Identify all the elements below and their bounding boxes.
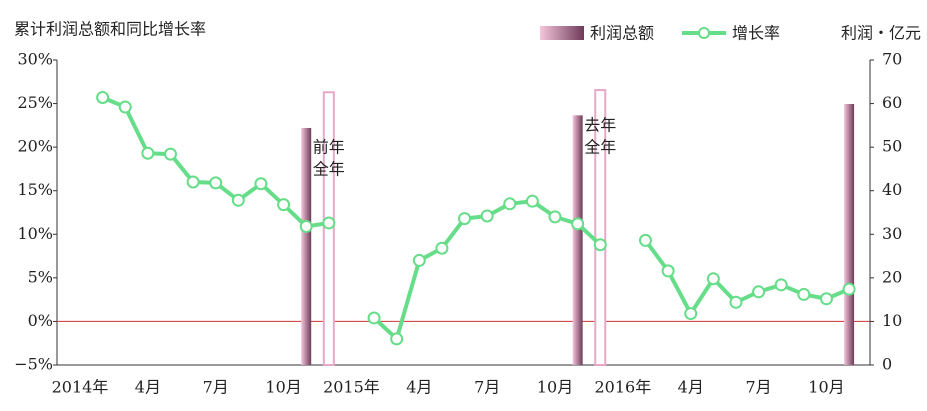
x-tick-label: 2014年 — [52, 378, 109, 397]
annotation: 前年 — [313, 138, 345, 157]
y2-tick-label: 10 — [882, 311, 902, 330]
legend-swatch — [540, 26, 584, 40]
bar — [301, 127, 312, 365]
line-marker — [254, 177, 268, 191]
x-tick-label: 7月 — [203, 378, 229, 397]
y2-tick-label: 40 — [882, 180, 902, 199]
legend-label: 增长率 — [732, 24, 780, 43]
y2-tick-label: 20 — [882, 267, 902, 286]
line-marker — [729, 295, 743, 309]
line-marker — [684, 307, 698, 321]
line-marker — [752, 285, 766, 299]
x-tick-label: 2015年 — [323, 378, 380, 397]
line-marker — [548, 210, 562, 224]
line-marker — [435, 241, 449, 255]
line-marker — [390, 332, 404, 346]
line-marker — [819, 292, 833, 306]
x-tick-label: 4月 — [406, 378, 432, 397]
y-tick-label: 5% — [28, 267, 53, 286]
line-marker — [480, 209, 494, 223]
annotation: 全年 — [313, 160, 345, 179]
x-tick-label: 10月 — [265, 378, 301, 397]
y2-tick-label: 70 — [882, 50, 902, 69]
annotation: 全年 — [584, 138, 616, 157]
line-marker — [277, 198, 291, 212]
line-marker — [593, 238, 607, 252]
line-marker — [141, 146, 155, 160]
hollow-bar — [594, 89, 607, 366]
line-marker — [412, 253, 426, 267]
x-tick-label: 4月 — [135, 378, 161, 397]
bar — [572, 115, 583, 365]
y2-tick-label: 0 — [882, 355, 892, 374]
y-tick-label: 10% — [17, 224, 53, 243]
y-tick-label: 25% — [17, 93, 53, 112]
line-marker — [525, 194, 539, 208]
line-marker — [503, 197, 517, 211]
line-marker — [209, 176, 223, 190]
line-marker — [118, 100, 132, 114]
y-tick-label: 20% — [17, 137, 53, 156]
x-tick-label: 10月 — [808, 378, 844, 397]
line-marker — [322, 216, 336, 230]
line-marker — [842, 282, 856, 296]
y-tick-label: −5% — [14, 355, 53, 374]
line-marker — [186, 175, 200, 189]
chart-title: 累计利润总额和同比增长率 — [14, 20, 206, 39]
line-marker — [299, 219, 313, 233]
line-marker — [571, 217, 585, 231]
x-tick-label: 4月 — [678, 378, 704, 397]
line-marker — [458, 212, 472, 226]
line-marker — [163, 147, 177, 161]
line-marker — [661, 264, 675, 278]
line-marker — [639, 233, 652, 247]
line-marker — [231, 193, 245, 207]
line-marker — [706, 272, 720, 286]
bar — [844, 104, 855, 365]
y2-axis-label: 利润・亿元 — [841, 24, 921, 43]
y2-tick-label: 30 — [882, 224, 902, 243]
legend-swatch — [698, 27, 710, 39]
y-tick-label: 15% — [17, 180, 53, 199]
line-marker — [367, 311, 381, 325]
y-tick-label: 0% — [28, 311, 53, 330]
x-tick-label: 10月 — [537, 378, 573, 397]
x-tick-label: 7月 — [474, 378, 500, 397]
y-tick-label: 30% — [17, 50, 53, 69]
x-tick-label: 7月 — [746, 378, 772, 397]
y2-tick-label: 50 — [882, 137, 902, 156]
annotation: 去年 — [584, 116, 616, 135]
y2-tick-label: 60 — [882, 93, 902, 112]
x-tick-label: 2016年 — [595, 378, 652, 397]
line-marker — [797, 287, 811, 301]
line-marker — [96, 90, 110, 104]
legend-label: 利润总额 — [590, 24, 654, 43]
line-marker — [774, 278, 788, 292]
